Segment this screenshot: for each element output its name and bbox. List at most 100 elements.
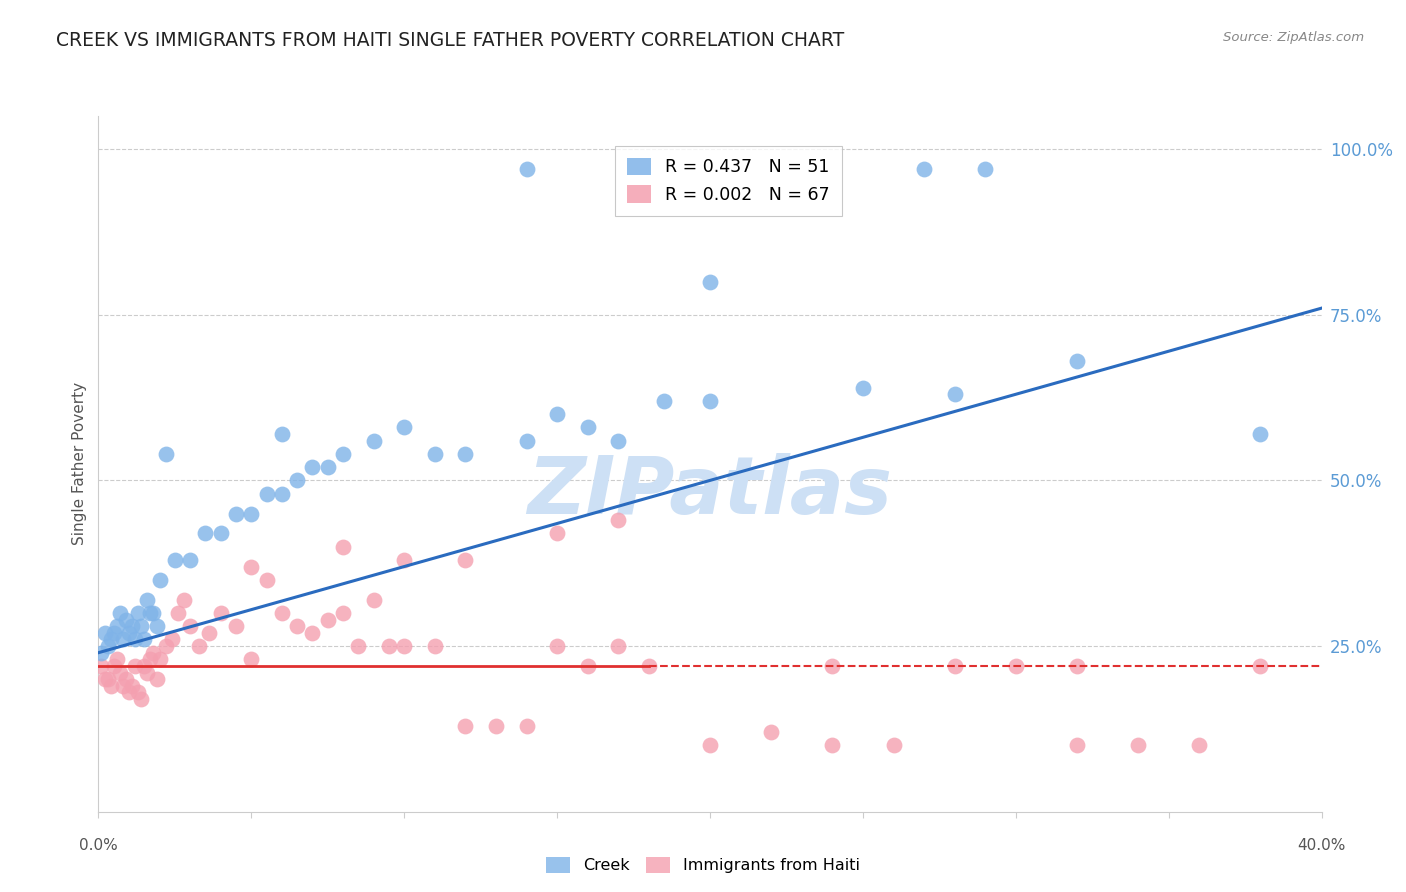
Point bbox=[285, 619, 308, 633]
Point bbox=[155, 447, 177, 461]
Point bbox=[127, 685, 149, 699]
Point bbox=[103, 625, 125, 640]
Point bbox=[142, 646, 165, 660]
Point bbox=[129, 692, 152, 706]
Point bbox=[392, 553, 416, 567]
Point bbox=[100, 632, 122, 647]
Point bbox=[121, 679, 143, 693]
Point bbox=[270, 606, 292, 620]
Point bbox=[108, 606, 131, 620]
Point bbox=[118, 625, 141, 640]
Point bbox=[90, 646, 112, 660]
Point bbox=[883, 739, 905, 753]
Point bbox=[121, 619, 143, 633]
Point bbox=[516, 718, 538, 732]
Point bbox=[392, 639, 416, 653]
Point bbox=[607, 434, 630, 448]
Point bbox=[97, 639, 120, 653]
Point bbox=[270, 427, 292, 442]
Point bbox=[149, 652, 172, 666]
Point bbox=[127, 606, 149, 620]
Point bbox=[103, 659, 125, 673]
Y-axis label: Single Father Poverty: Single Father Poverty bbox=[72, 383, 87, 545]
Point bbox=[93, 672, 115, 686]
Point bbox=[240, 507, 263, 521]
Point bbox=[974, 161, 997, 176]
Point bbox=[194, 526, 217, 541]
Point bbox=[173, 592, 195, 607]
Text: ZIPatlas: ZIPatlas bbox=[527, 452, 893, 531]
Text: 40.0%: 40.0% bbox=[1298, 838, 1346, 854]
Point bbox=[759, 725, 782, 739]
Point bbox=[145, 672, 167, 686]
Point bbox=[316, 613, 339, 627]
Point bbox=[167, 606, 190, 620]
Point bbox=[1004, 659, 1026, 673]
Point bbox=[124, 659, 146, 673]
Point bbox=[363, 434, 385, 448]
Point bbox=[454, 553, 477, 567]
Point bbox=[912, 161, 935, 176]
Point bbox=[699, 739, 721, 753]
Point bbox=[1128, 739, 1150, 753]
Point bbox=[111, 679, 134, 693]
Point bbox=[607, 639, 630, 653]
Point bbox=[454, 718, 477, 732]
Point bbox=[105, 619, 128, 633]
Point bbox=[607, 513, 630, 527]
Point bbox=[1066, 354, 1088, 368]
Point bbox=[347, 639, 370, 653]
Point bbox=[179, 619, 201, 633]
Point bbox=[118, 685, 141, 699]
Point bbox=[423, 639, 446, 653]
Point bbox=[149, 573, 172, 587]
Point bbox=[423, 447, 446, 461]
Point bbox=[821, 659, 844, 673]
Point bbox=[1249, 427, 1271, 442]
Point bbox=[124, 632, 146, 647]
Point bbox=[301, 625, 323, 640]
Point bbox=[225, 619, 247, 633]
Point bbox=[546, 639, 568, 653]
Point bbox=[516, 161, 538, 176]
Point bbox=[332, 606, 354, 620]
Point bbox=[139, 652, 162, 666]
Point bbox=[240, 559, 263, 574]
Point bbox=[179, 553, 201, 567]
Point bbox=[197, 625, 219, 640]
Point bbox=[699, 275, 721, 289]
Text: CREEK VS IMMIGRANTS FROM HAITI SINGLE FATHER POVERTY CORRELATION CHART: CREEK VS IMMIGRANTS FROM HAITI SINGLE FA… bbox=[56, 31, 845, 50]
Point bbox=[270, 486, 292, 500]
Point bbox=[454, 447, 477, 461]
Point bbox=[363, 592, 385, 607]
Point bbox=[93, 625, 115, 640]
Legend: Creek, Immigrants from Haiti: Creek, Immigrants from Haiti bbox=[540, 850, 866, 880]
Point bbox=[136, 592, 159, 607]
Point bbox=[576, 420, 599, 434]
Point bbox=[285, 474, 308, 488]
Point bbox=[163, 553, 186, 567]
Legend: R = 0.437   N = 51, R = 0.002   N = 67: R = 0.437 N = 51, R = 0.002 N = 67 bbox=[614, 145, 842, 216]
Point bbox=[943, 659, 966, 673]
Point bbox=[546, 526, 568, 541]
Point bbox=[301, 460, 323, 475]
Point bbox=[1249, 659, 1271, 673]
Point bbox=[129, 619, 152, 633]
Point bbox=[134, 659, 156, 673]
Point bbox=[821, 739, 844, 753]
Point bbox=[142, 606, 165, 620]
Point bbox=[1066, 659, 1088, 673]
Point bbox=[699, 393, 721, 408]
Point bbox=[225, 507, 247, 521]
Point bbox=[100, 679, 122, 693]
Point bbox=[256, 486, 278, 500]
Point bbox=[392, 420, 416, 434]
Point bbox=[240, 652, 263, 666]
Point bbox=[332, 447, 354, 461]
Point bbox=[134, 632, 156, 647]
Point bbox=[155, 639, 177, 653]
Point bbox=[136, 665, 159, 680]
Point bbox=[139, 606, 162, 620]
Point bbox=[97, 672, 120, 686]
Point bbox=[188, 639, 211, 653]
